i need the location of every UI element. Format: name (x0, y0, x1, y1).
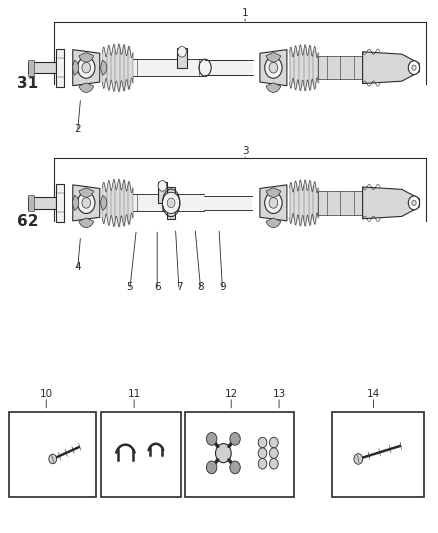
Bar (177, 47, 187, 68)
Circle shape (269, 458, 278, 469)
Wedge shape (266, 53, 281, 62)
Circle shape (206, 461, 217, 474)
Bar (318, 56, 363, 79)
Bar (185, 413, 294, 497)
Text: 31: 31 (17, 76, 38, 91)
Bar (204, 196, 252, 210)
Circle shape (230, 432, 240, 445)
Text: 5: 5 (127, 281, 133, 292)
Bar (28, 197, 56, 209)
Circle shape (178, 46, 186, 57)
Circle shape (354, 454, 363, 464)
Circle shape (269, 198, 278, 208)
Circle shape (412, 200, 416, 206)
Circle shape (258, 437, 267, 448)
Wedge shape (79, 83, 94, 92)
Bar (158, 182, 167, 203)
Wedge shape (72, 60, 79, 75)
Circle shape (269, 437, 278, 448)
Circle shape (258, 458, 267, 469)
Circle shape (265, 57, 282, 78)
Text: 7: 7 (176, 281, 182, 292)
Circle shape (269, 448, 278, 458)
Text: 13: 13 (272, 389, 286, 399)
Wedge shape (79, 53, 94, 62)
Bar (56, 49, 64, 87)
Circle shape (412, 65, 416, 70)
Text: 3: 3 (242, 146, 248, 156)
Polygon shape (73, 50, 100, 86)
Text: 8: 8 (198, 281, 204, 292)
Bar (167, 187, 175, 219)
Text: 2: 2 (74, 124, 81, 134)
Text: 1: 1 (242, 8, 248, 18)
Bar (28, 60, 34, 76)
Bar (318, 191, 363, 215)
Bar (133, 59, 206, 76)
Circle shape (269, 62, 278, 73)
Wedge shape (266, 188, 281, 197)
Circle shape (78, 57, 95, 78)
Text: 10: 10 (40, 389, 53, 399)
Bar (205, 60, 253, 75)
Bar (210, 60, 246, 75)
Circle shape (82, 62, 91, 73)
Circle shape (408, 196, 420, 210)
Ellipse shape (199, 59, 211, 76)
Circle shape (167, 198, 175, 208)
Circle shape (78, 192, 95, 214)
Circle shape (215, 443, 231, 463)
Polygon shape (73, 185, 100, 221)
Wedge shape (100, 196, 107, 211)
Circle shape (265, 192, 282, 214)
Wedge shape (79, 218, 94, 228)
Polygon shape (363, 187, 419, 219)
Bar (28, 195, 34, 211)
Bar (9, 413, 96, 497)
Bar (28, 62, 56, 74)
Bar (175, 195, 204, 212)
Wedge shape (79, 188, 94, 197)
Circle shape (158, 181, 167, 191)
Wedge shape (266, 83, 281, 92)
Circle shape (408, 61, 420, 75)
Bar (101, 413, 181, 497)
Text: 14: 14 (367, 389, 380, 399)
Text: 12: 12 (225, 389, 238, 399)
Bar (332, 413, 424, 497)
Circle shape (206, 432, 217, 445)
Text: 4: 4 (74, 262, 81, 271)
Polygon shape (260, 185, 287, 221)
Circle shape (258, 448, 267, 458)
Wedge shape (100, 60, 107, 75)
Circle shape (162, 192, 180, 214)
Text: 9: 9 (219, 281, 226, 292)
Circle shape (230, 461, 240, 474)
Bar (133, 195, 169, 212)
Polygon shape (363, 52, 419, 84)
Bar (56, 184, 64, 222)
Wedge shape (266, 218, 281, 228)
Text: 62: 62 (17, 214, 38, 229)
Circle shape (82, 198, 91, 208)
Wedge shape (72, 196, 79, 211)
Circle shape (49, 454, 57, 464)
Polygon shape (260, 50, 287, 86)
Text: 11: 11 (127, 389, 141, 399)
Text: 6: 6 (154, 281, 160, 292)
